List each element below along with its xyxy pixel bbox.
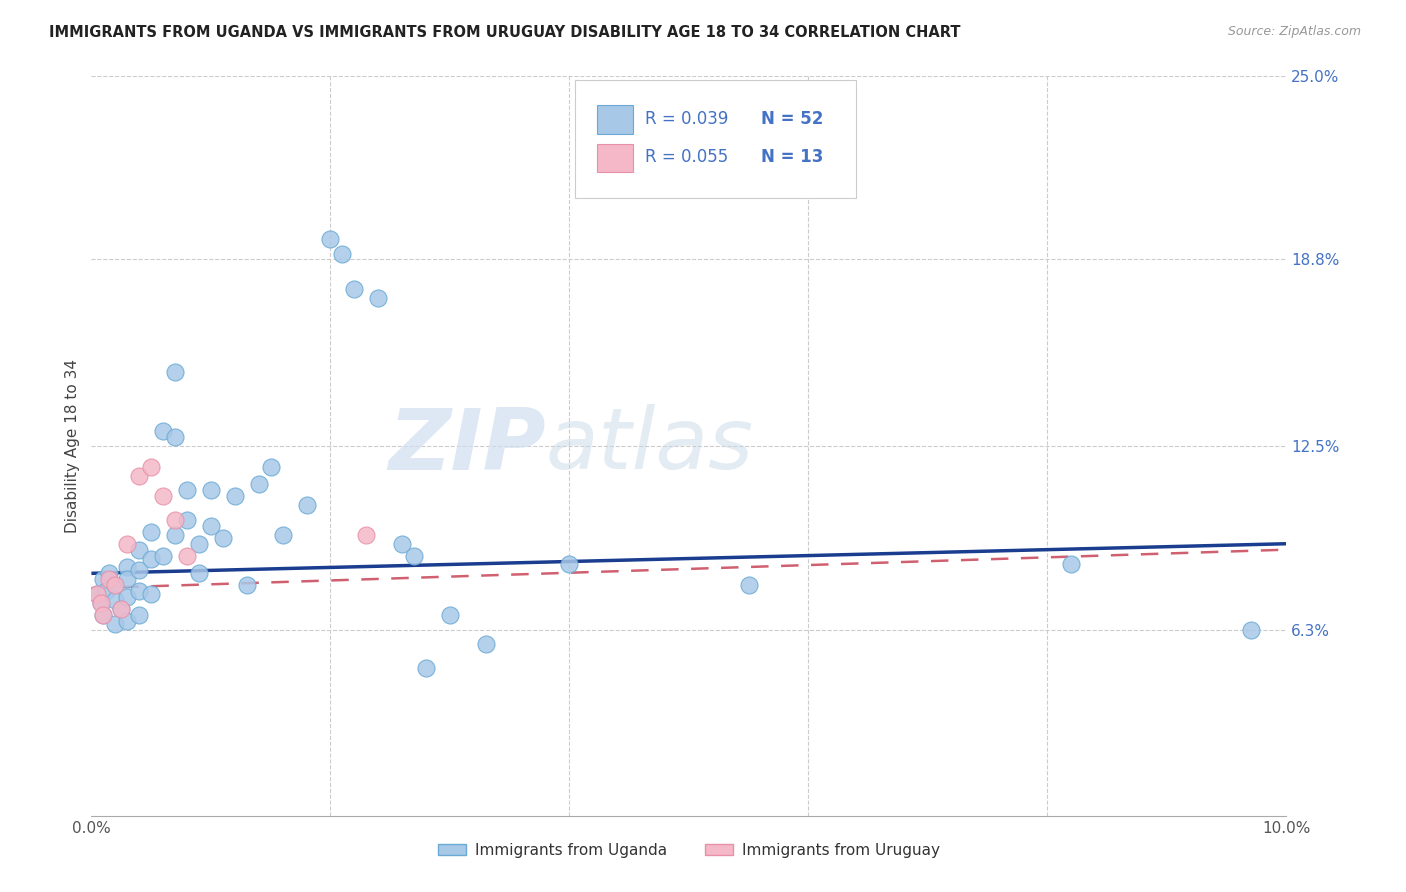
Point (200, 483, 222, 498)
Point (86, 587, 108, 601)
Point (295, 498, 318, 512)
Point (224, 489, 246, 503)
Point (235, 578, 259, 592)
Point (128, 584, 150, 599)
Point (104, 593, 127, 607)
Point (332, 246, 354, 260)
Point (152, 489, 174, 503)
Point (439, 607, 461, 622)
Point (176, 483, 198, 498)
Text: atlas: atlas (546, 404, 754, 488)
Point (176, 513, 198, 527)
Point (404, 549, 426, 563)
Point (415, 661, 437, 675)
Text: IMMIGRANTS FROM UGANDA VS IMMIGRANTS FROM URUGUAY DISABILITY AGE 18 TO 34 CORREL: IMMIGRANTS FROM UGANDA VS IMMIGRANTS FRO… (49, 25, 960, 40)
Point (163, 528, 186, 542)
Point (188, 537, 211, 551)
Point (163, 513, 186, 527)
Point (90, 596, 112, 610)
Point (86, 587, 108, 601)
Point (141, 551, 163, 566)
Point (200, 519, 222, 533)
Point (115, 614, 138, 628)
Point (128, 607, 150, 622)
Text: ZIP: ZIP (388, 404, 546, 488)
Point (391, 537, 413, 551)
Point (367, 291, 389, 305)
Point (128, 468, 150, 483)
Point (354, 528, 377, 542)
Point (93, 607, 115, 622)
Point (115, 572, 138, 586)
Point (475, 637, 498, 651)
Point (163, 365, 186, 379)
Point (93, 572, 115, 586)
Point (115, 537, 138, 551)
Point (141, 587, 163, 601)
Point (152, 549, 174, 563)
Legend: Immigrants from Uganda, Immigrants from Uruguay: Immigrants from Uganda, Immigrants from … (432, 837, 946, 864)
Point (104, 616, 127, 631)
Bar (598, 144, 633, 172)
Text: N = 52: N = 52 (761, 110, 823, 128)
Bar (598, 105, 633, 134)
Point (211, 531, 233, 545)
Point (188, 566, 211, 581)
Point (259, 459, 281, 474)
Point (141, 524, 163, 539)
Point (319, 232, 342, 246)
Point (128, 542, 150, 557)
Point (152, 424, 174, 438)
Point (128, 563, 150, 577)
Point (343, 282, 366, 296)
Text: R = 0.039: R = 0.039 (645, 110, 728, 128)
Y-axis label: Disability Age 18 to 34: Disability Age 18 to 34 (65, 359, 80, 533)
Point (98, 572, 121, 586)
Point (271, 528, 294, 542)
Point (163, 430, 186, 444)
Point (1240, 623, 1263, 637)
Point (737, 578, 759, 592)
Point (141, 459, 163, 474)
Point (115, 560, 138, 574)
Point (98, 566, 121, 581)
Point (90, 596, 112, 610)
Text: Source: ZipAtlas.com: Source: ZipAtlas.com (1227, 25, 1361, 38)
Point (110, 602, 132, 616)
Point (110, 602, 132, 616)
Point (93, 607, 115, 622)
Point (247, 477, 270, 491)
Point (115, 590, 138, 604)
Point (104, 578, 127, 592)
Point (1060, 558, 1083, 572)
Point (94, 584, 117, 599)
FancyBboxPatch shape (575, 79, 856, 198)
Text: N = 13: N = 13 (761, 148, 823, 166)
Text: R = 0.055: R = 0.055 (645, 148, 728, 166)
Point (176, 549, 198, 563)
Point (104, 578, 127, 592)
Point (558, 558, 581, 572)
